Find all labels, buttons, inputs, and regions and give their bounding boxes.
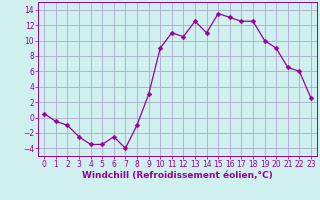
X-axis label: Windchill (Refroidissement éolien,°C): Windchill (Refroidissement éolien,°C) [82, 171, 273, 180]
